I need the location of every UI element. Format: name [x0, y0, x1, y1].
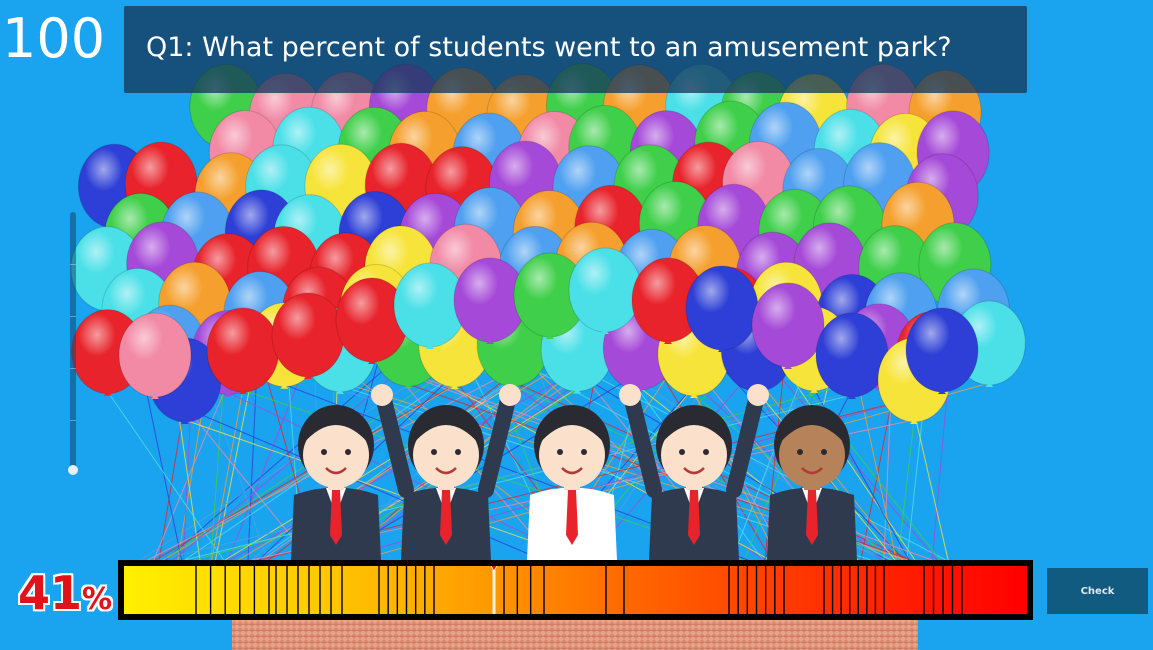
question-text: Q1: What percent of students went to an …: [146, 32, 952, 63]
slider-tick: [70, 316, 76, 317]
percent-symbol: %: [82, 582, 113, 617]
students-illustration: [291, 384, 857, 560]
question-banner: Q1: What percent of students went to an …: [124, 6, 1027, 93]
percent-readout: 41%: [18, 566, 113, 620]
basket-icon: [232, 618, 918, 650]
slider-tick: [70, 264, 76, 265]
slider-tick: [70, 368, 76, 369]
vertical-slider-track[interactable]: [70, 212, 76, 470]
slider-tick: [70, 420, 76, 421]
score-counter: 100: [2, 7, 106, 70]
percent-slider[interactable]: [118, 560, 1033, 620]
slider-tick-lines: [195, 566, 963, 614]
percent-slider-track[interactable]: [124, 566, 1027, 614]
vertical-slider-knob[interactable]: [68, 465, 78, 475]
balloon-bunch-icon: [70, 63, 1026, 424]
percent-value: 41: [18, 566, 83, 620]
slider-marker-icon[interactable]: [490, 566, 498, 614]
check-button[interactable]: Check: [1047, 568, 1148, 614]
